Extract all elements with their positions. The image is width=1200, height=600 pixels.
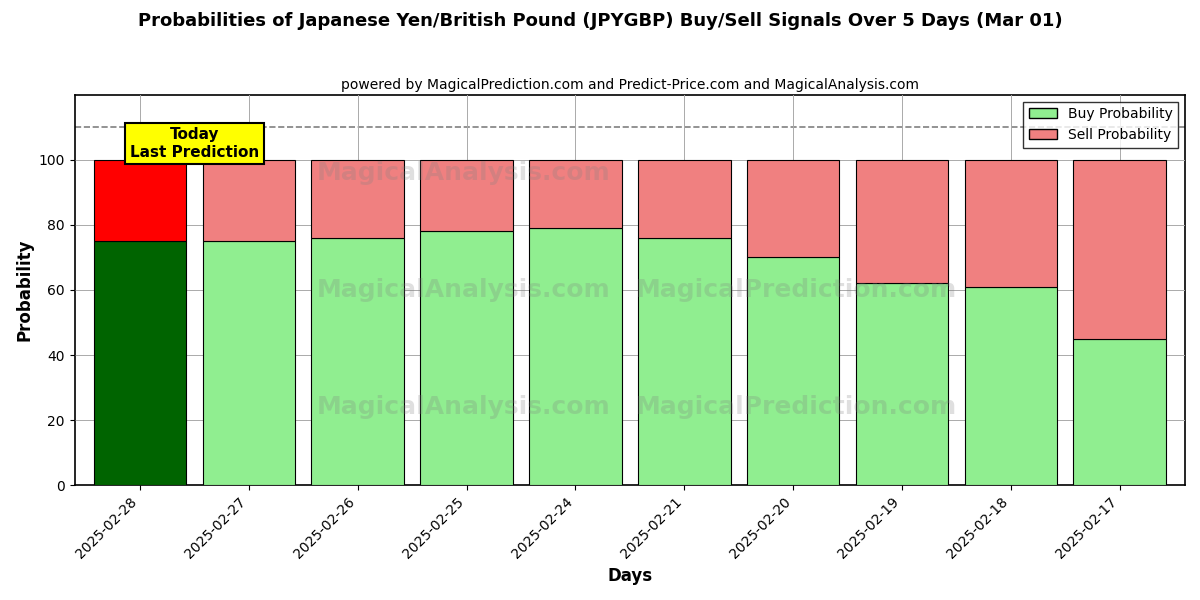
Bar [312, 160, 404, 238]
Bar [312, 238, 404, 485]
Bar [965, 287, 1057, 485]
Text: Today
Last Prediction: Today Last Prediction [130, 127, 259, 160]
Bar [94, 241, 186, 485]
Bar [856, 283, 948, 485]
Text: Probabilities of Japanese Yen/British Pound (JPYGBP) Buy/Sell Signals Over 5 Day: Probabilities of Japanese Yen/British Po… [138, 12, 1062, 30]
Bar [1074, 339, 1166, 485]
Bar [638, 238, 731, 485]
Legend: Buy Probability, Sell Probability: Buy Probability, Sell Probability [1024, 101, 1178, 148]
Text: MagicalAnalysis.com: MagicalAnalysis.com [317, 278, 610, 302]
Bar [856, 160, 948, 283]
Bar [746, 257, 839, 485]
Bar [638, 160, 731, 238]
Bar [965, 160, 1057, 287]
Text: MagicalAnalysis.com: MagicalAnalysis.com [317, 161, 610, 185]
Title: powered by MagicalPrediction.com and Predict-Price.com and MagicalAnalysis.com: powered by MagicalPrediction.com and Pre… [341, 78, 919, 92]
Bar [529, 228, 622, 485]
Bar [203, 241, 295, 485]
Y-axis label: Probability: Probability [16, 239, 34, 341]
Bar [420, 160, 512, 232]
X-axis label: Days: Days [607, 567, 653, 585]
Bar [529, 160, 622, 228]
Bar [746, 160, 839, 257]
Bar [94, 160, 186, 241]
Text: MagicalAnalysis.com: MagicalAnalysis.com [317, 395, 610, 419]
Text: MagicalPrediction.com: MagicalPrediction.com [636, 395, 958, 419]
Bar [1074, 160, 1166, 339]
Bar [203, 160, 295, 241]
Bar [420, 232, 512, 485]
Text: MagicalPrediction.com: MagicalPrediction.com [636, 278, 958, 302]
